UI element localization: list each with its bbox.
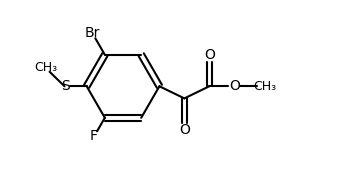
Text: CH₃: CH₃: [253, 80, 276, 93]
Text: O: O: [179, 122, 190, 137]
Text: O: O: [204, 48, 215, 62]
Text: Br: Br: [84, 26, 100, 40]
Text: O: O: [229, 79, 240, 93]
Text: F: F: [90, 129, 98, 143]
Text: S: S: [62, 79, 70, 93]
Text: CH₃: CH₃: [34, 61, 57, 74]
